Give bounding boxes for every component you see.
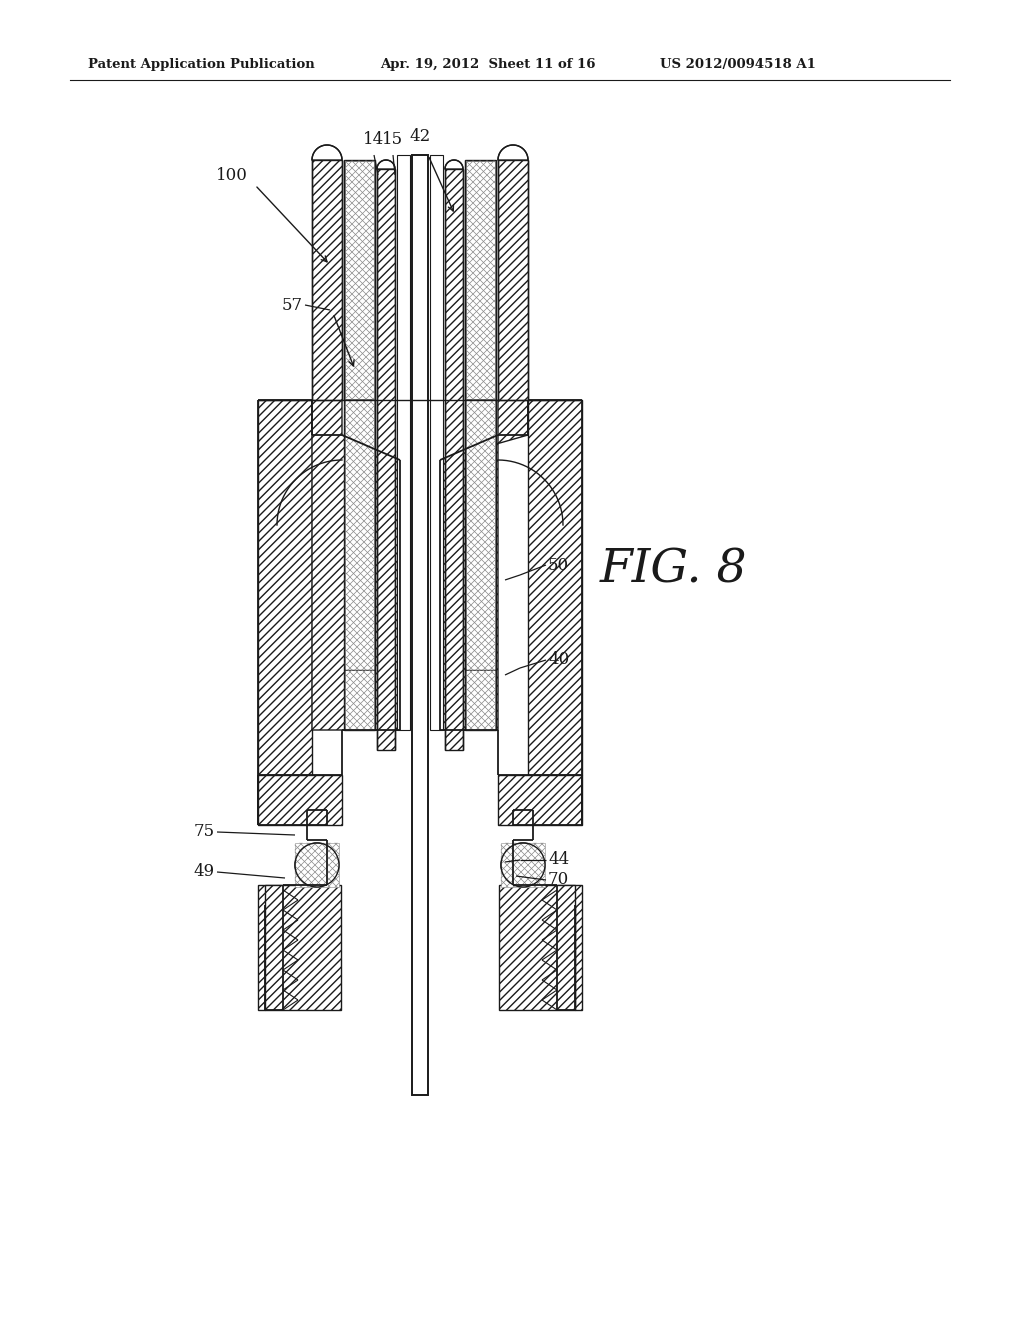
Bar [258,775,342,825]
Bar [465,671,496,730]
Text: 50: 50 [548,557,569,573]
Bar [445,169,463,750]
Bar [344,160,375,400]
Text: 44: 44 [548,851,569,869]
Text: 42: 42 [410,128,431,145]
Text: 15: 15 [382,131,403,148]
Bar [465,400,496,671]
Polygon shape [312,400,400,730]
Bar [345,161,374,399]
Polygon shape [498,145,528,160]
Bar [312,160,342,400]
Bar [466,400,495,671]
Bar [345,671,374,730]
Bar [344,400,375,671]
Bar [430,154,443,730]
Bar [498,775,582,825]
Bar [412,154,428,1096]
Bar [466,161,495,399]
Text: US 2012/0094518 A1: US 2012/0094518 A1 [660,58,816,71]
Text: 70: 70 [548,871,569,888]
Text: Patent Application Publication: Patent Application Publication [88,58,314,71]
Bar [295,843,339,887]
Bar [498,160,528,400]
Circle shape [501,843,545,887]
Bar [258,400,312,775]
Bar [344,671,375,730]
Text: Apr. 19, 2012  Sheet 11 of 16: Apr. 19, 2012 Sheet 11 of 16 [380,58,596,71]
Polygon shape [312,145,342,160]
Text: FIG. 8: FIG. 8 [600,548,748,593]
Bar [265,884,341,1010]
Polygon shape [440,400,528,730]
Text: 14: 14 [364,131,385,148]
Bar [397,154,410,730]
Text: 75: 75 [194,824,215,841]
Text: 57: 57 [282,297,303,314]
Text: 49: 49 [194,863,215,880]
Polygon shape [445,160,463,169]
Bar [528,400,582,775]
Text: 40: 40 [548,652,569,668]
Polygon shape [258,884,283,1010]
Polygon shape [557,884,582,1010]
Bar [465,160,496,400]
Bar [345,400,374,671]
Text: 100: 100 [216,166,248,183]
Bar [466,671,495,730]
Polygon shape [377,160,395,169]
Bar [501,843,545,887]
Circle shape [295,843,339,887]
Bar [377,169,395,750]
Bar [499,884,575,1010]
